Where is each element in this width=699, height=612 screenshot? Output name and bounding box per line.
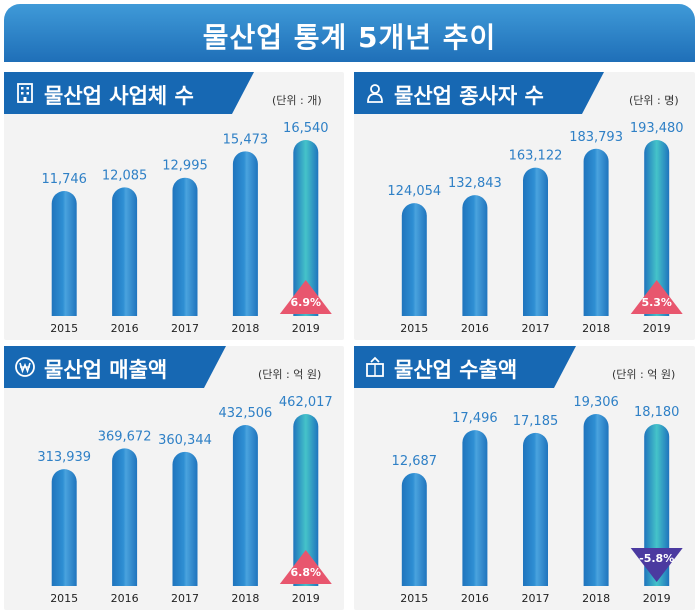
- value-label: 432,506: [219, 406, 273, 421]
- bar: [112, 187, 138, 316]
- panel-header: 물산업 매출액: [4, 346, 226, 388]
- value-label: 163,122: [509, 149, 563, 164]
- change-triangle: [630, 280, 683, 314]
- bar: [583, 414, 609, 586]
- value-label: 12,687: [392, 454, 438, 469]
- value-label: 11,746: [41, 172, 87, 187]
- value-label: 16,540: [283, 121, 329, 136]
- unit-label: (단위 : 명): [629, 94, 679, 107]
- bar: [401, 472, 427, 586]
- person-icon: [364, 82, 386, 104]
- x-tick-label: 2017: [522, 322, 550, 335]
- value-label: 132,843: [448, 176, 502, 191]
- value-label: 19,306: [573, 395, 619, 410]
- x-tick-label: 2019: [643, 592, 671, 605]
- x-tick-label: 2018: [231, 592, 259, 605]
- x-tick-label: 2019: [292, 592, 320, 605]
- panel-establishments: 물산업 사업체 수 (단위 : 개) 11,746 2015 12,085 2016 1…: [4, 72, 344, 340]
- main-banner: 물산업 통계 5개년 추이: [4, 4, 695, 62]
- x-tick-label: 2018: [231, 322, 259, 335]
- value-label: 193,480: [630, 121, 684, 136]
- value-label: 369,672: [98, 429, 152, 444]
- chart-establishments: 11,746 2015 12,085 2016 12,995 2017 15,473 2018…: [41, 121, 332, 335]
- value-label: 12,995: [162, 159, 208, 174]
- bar: [523, 167, 548, 316]
- panel-header: 물산업 수출액: [354, 346, 576, 388]
- bar: [172, 177, 198, 316]
- x-tick-label: 2017: [522, 592, 550, 605]
- bar: [583, 148, 609, 316]
- panel-employees: 물산업 종사자 수 (단위 : 명) 124,054 2015 132,843 201…: [354, 72, 695, 340]
- change-label: 5.3%: [641, 296, 672, 309]
- x-tick-label: 2016: [461, 322, 489, 335]
- change-triangle: [630, 548, 683, 582]
- value-label: 17,185: [513, 414, 559, 429]
- bar: [401, 203, 427, 316]
- value-label: 12,085: [102, 168, 148, 183]
- x-tick-label: 2016: [111, 592, 139, 605]
- bar: [293, 140, 319, 316]
- unit-label: (단위 : 억 원): [258, 368, 322, 381]
- x-tick-label: 2015: [400, 322, 428, 335]
- bar: [51, 469, 77, 586]
- panel-header: 물산업 종사자 수: [354, 72, 604, 114]
- bar: [232, 151, 258, 316]
- bar: [462, 195, 488, 316]
- panel-sales: 물산업 매출액 (단위 : 억 원) 313,939 2015 369,672 201…: [4, 346, 344, 610]
- chart-employees: 124,054 2015 132,843 2016 163,122 2017 183,793…: [387, 121, 684, 335]
- value-label: 15,473: [223, 132, 269, 147]
- value-label: 360,344: [158, 433, 212, 448]
- unit-label: (단위 : 억 원): [612, 368, 676, 381]
- bar: [462, 430, 488, 586]
- change-label: 6.9%: [291, 296, 322, 309]
- change-triangle: [279, 280, 332, 314]
- x-tick-label: 2017: [171, 322, 199, 335]
- panel-title: 물산업 종사자 수: [394, 84, 544, 108]
- value-label: 183,793: [569, 130, 623, 145]
- chart-sales: 313,939 2015 369,672 2016 360,344 2017 432,506…: [37, 395, 333, 605]
- x-tick-label: 2016: [111, 322, 139, 335]
- x-tick-label: 2015: [50, 322, 78, 335]
- panel-title: 물산업 수출액: [394, 358, 518, 382]
- x-tick-label: 2017: [171, 592, 199, 605]
- x-tick-label: 2019: [292, 322, 320, 335]
- value-label: 313,939: [37, 450, 91, 465]
- export-box-icon: [364, 356, 386, 378]
- unit-label: (단위 : 개): [272, 94, 322, 107]
- value-label: 124,054: [387, 184, 441, 199]
- building-icon: [14, 82, 36, 104]
- x-tick-label: 2015: [400, 592, 428, 605]
- bar: [644, 140, 670, 316]
- x-tick-label: 2016: [461, 592, 489, 605]
- panel-title: 물산업 매출액: [44, 358, 168, 382]
- change-label: 6.8%: [291, 566, 322, 579]
- x-tick-label: 2018: [582, 322, 610, 335]
- chart-exports: 12,687 2015 17,496 2016 17,185 2017 19,306 2018…: [392, 395, 683, 605]
- x-tick-label: 2019: [643, 322, 671, 335]
- bar: [523, 432, 548, 586]
- bar: [51, 191, 77, 316]
- x-tick-label: 2015: [50, 592, 78, 605]
- panel-title: 물산업 사업체 수: [44, 84, 194, 108]
- bar: [112, 448, 138, 586]
- bar: [172, 451, 198, 586]
- bar: [644, 424, 670, 586]
- bar: [232, 424, 258, 586]
- change-triangle: [279, 550, 332, 584]
- value-label: 17,496: [452, 411, 498, 426]
- bar: [293, 414, 319, 586]
- change-label: -5.8%: [639, 552, 674, 565]
- main-title: 물산업 통계 5개년 추이: [202, 21, 497, 54]
- won-coin-icon: [14, 356, 36, 378]
- value-label: 462,017: [279, 395, 333, 410]
- panel-header: 물산업 사업체 수: [4, 72, 254, 114]
- value-label: 18,180: [634, 405, 680, 420]
- panel-exports: 물산업 수출액 (단위 : 억 원) 12,687 2015 17,496 2016 1…: [354, 346, 695, 610]
- x-tick-label: 2018: [582, 592, 610, 605]
